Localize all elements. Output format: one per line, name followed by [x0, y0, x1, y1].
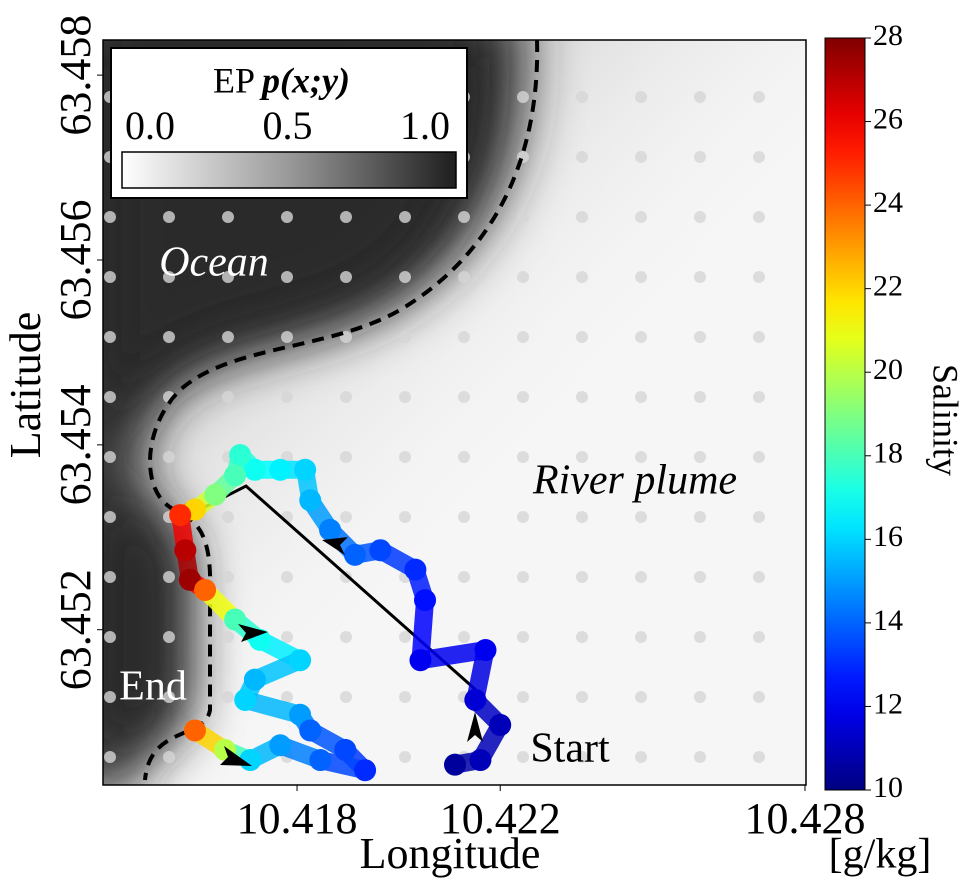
colorbar-tick-label: 22: [873, 270, 903, 303]
track-point: [469, 749, 492, 772]
annotation: Start: [530, 726, 610, 772]
colorbar-tick-label: 26: [873, 102, 903, 135]
track-point: [354, 759, 377, 782]
y-axis-title: Latitude: [1, 312, 50, 459]
waypoint-grid: [104, 91, 765, 763]
track-point: [464, 688, 487, 711]
legend-title: EP: [213, 60, 255, 100]
colorbar-tick-label: 16: [873, 520, 903, 553]
track-point: [243, 668, 266, 691]
annotation: Ocean: [159, 240, 269, 286]
track-point: [289, 703, 312, 726]
track-point: [174, 539, 197, 562]
track-point: [404, 558, 427, 581]
track-point: [169, 504, 192, 527]
x-tick-label: 10.428: [744, 794, 865, 843]
track-point: [334, 738, 357, 761]
track-point: [299, 489, 322, 512]
track-point: [234, 688, 257, 711]
track-point: [243, 458, 266, 481]
track-point: [309, 749, 332, 772]
track-point: [289, 649, 312, 672]
colorbar-tick-label: 12: [873, 687, 903, 720]
legend-title-math: p(x;y): [259, 60, 350, 100]
colorbar-tick-label: 20: [873, 353, 903, 386]
legend-tick-label: 1.0: [400, 103, 450, 148]
track-point: [194, 578, 217, 601]
track-point: [294, 458, 317, 481]
legend-tick-label: 0.0: [125, 103, 175, 148]
track-point: [269, 734, 292, 757]
colorbar-tick-label: 10: [873, 771, 903, 804]
colorbar-tick-label: 24: [873, 186, 903, 219]
arrows: [220, 537, 483, 766]
colorbar-tick-label: 28: [873, 19, 903, 52]
track-point: [224, 464, 247, 487]
track-point: [409, 649, 432, 672]
track-point: [183, 719, 206, 742]
colorbar-tick-label: 14: [873, 604, 903, 637]
track-point: [299, 719, 322, 742]
track-point: [489, 713, 512, 736]
x-tick-label: 10.418: [237, 794, 358, 843]
annotation: River plume: [532, 458, 737, 504]
boundary: [143, 40, 540, 781]
track-point: [444, 753, 467, 776]
track-point: [319, 518, 342, 541]
y-tick-label: 63.458: [51, 15, 100, 136]
colorbar-tick-label: 18: [873, 437, 903, 470]
y-tick-label: 63.456: [51, 199, 100, 320]
x-axis-title: Longitude: [360, 829, 541, 878]
ep-legend: EP p(x;y): [110, 47, 468, 199]
track-point: [369, 539, 392, 562]
track-point: [269, 458, 292, 481]
trajectory: [169, 444, 512, 782]
colorbar-unit: [g/kg]: [829, 832, 932, 878]
annotation: End: [119, 664, 187, 710]
track-point: [229, 444, 252, 467]
x-tick-label: 10.422: [440, 794, 561, 843]
y-tick-label: 63.454: [51, 384, 100, 505]
plot-frame: [102, 39, 807, 786]
track-point: [204, 483, 227, 506]
track-point: [343, 543, 366, 566]
colorbar-title: Salinity: [926, 364, 966, 476]
legend-tick-label: 0.5: [263, 103, 313, 148]
track-point: [474, 639, 497, 662]
y-tick-label: 63.452: [51, 569, 100, 690]
track-point: [414, 589, 437, 612]
colorbar: [824, 37, 866, 791]
